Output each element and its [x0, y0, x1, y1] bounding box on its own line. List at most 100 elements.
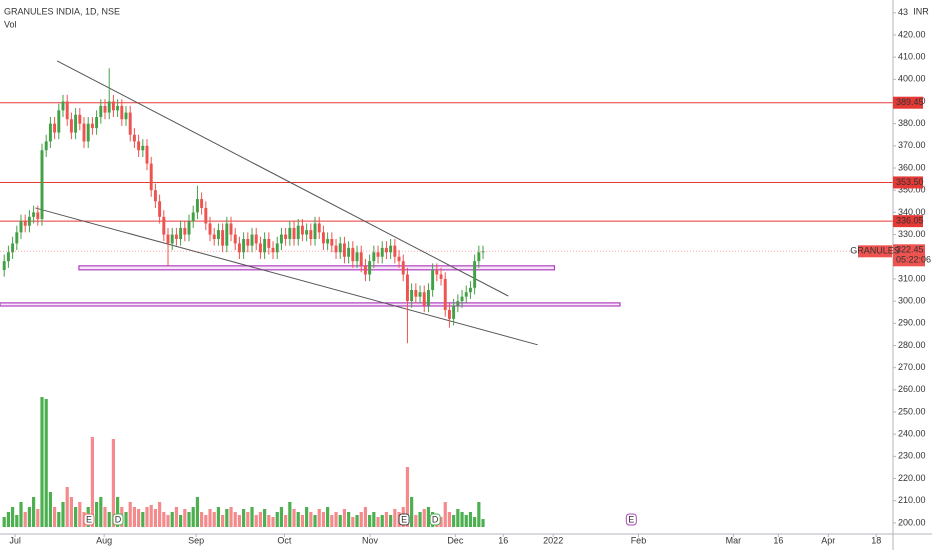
volume-bar	[166, 515, 170, 527]
volume-bar	[389, 515, 393, 527]
x-tick-label: Mar	[726, 535, 742, 545]
y-tick-label: 260.00	[898, 384, 926, 394]
candle-body	[195, 199, 199, 213]
volume-bar	[65, 487, 69, 527]
candle-body	[284, 234, 288, 240]
volume-bar	[267, 515, 271, 527]
candle-body	[179, 227, 183, 240]
volume-bar	[74, 507, 78, 527]
volume-bar	[284, 515, 288, 527]
candle-body	[120, 105, 124, 120]
y-tick-label: 360.00	[898, 162, 926, 172]
candle-body	[351, 247, 355, 262]
volume-bar	[174, 507, 179, 527]
volume-bar	[2, 517, 6, 527]
volume-bar	[426, 507, 431, 527]
candle-body	[292, 227, 296, 240]
y-tick-label: 200.00	[898, 517, 926, 527]
candle-body	[452, 305, 456, 319]
candle-body	[166, 234, 170, 244]
volume-bar	[321, 512, 326, 527]
volume-bar	[111, 439, 116, 527]
chart-title: GRANULES INDIA, 1D, NSE	[4, 6, 120, 16]
y-tick-label: 250.00	[898, 406, 926, 416]
volume-bar	[271, 517, 275, 527]
candle-body	[473, 261, 477, 288]
candle-body	[309, 230, 313, 240]
volume-bar	[368, 515, 372, 527]
volume-bar	[309, 512, 313, 527]
y-tick-label: 340.00	[898, 207, 926, 217]
candle-body	[464, 292, 468, 297]
candle-body	[296, 225, 300, 240]
y-tick-label: 290.00	[898, 318, 926, 328]
candle-body	[225, 223, 229, 246]
candle-body	[313, 223, 317, 240]
candle-body	[145, 145, 149, 164]
zone	[78, 265, 556, 271]
event-label: E	[401, 514, 407, 524]
candle-body	[86, 123, 90, 142]
volume-bar	[48, 492, 53, 527]
candle-body	[422, 292, 426, 306]
candle-body	[90, 123, 94, 129]
candle-body	[456, 301, 460, 306]
candle-body	[128, 112, 132, 135]
volume-bar	[464, 515, 468, 527]
candle-body	[275, 243, 279, 253]
price-label-box	[893, 96, 923, 109]
candle-body	[246, 239, 250, 246]
volume-bar	[61, 502, 65, 527]
volume-bar	[145, 507, 149, 527]
candle-body	[334, 245, 338, 253]
volume-bar	[292, 509, 296, 527]
candle-body	[410, 290, 414, 302]
candle-body	[74, 114, 78, 133]
volume-bar	[158, 502, 162, 527]
volume-bar	[200, 512, 204, 527]
volume-bar	[481, 519, 485, 527]
candle-body	[174, 234, 178, 240]
volume-bar	[372, 512, 376, 527]
candle-body	[439, 274, 443, 279]
volume-bar	[393, 509, 397, 527]
volume-bar	[317, 509, 321, 527]
candle-body	[216, 230, 220, 240]
volume-bar	[221, 515, 225, 527]
volume-bar	[376, 517, 380, 527]
volume-bar	[57, 512, 61, 527]
volume-bar	[137, 509, 141, 527]
candle-body	[401, 261, 405, 275]
volume-bar	[460, 512, 464, 527]
candle-body	[460, 296, 464, 302]
candle-body	[376, 252, 380, 257]
volume-bar	[447, 512, 452, 527]
volume-bar	[250, 507, 254, 527]
candle-body	[132, 134, 136, 142]
candle-body	[418, 292, 422, 297]
candle-body	[124, 112, 128, 120]
candle-body	[204, 207, 208, 224]
volume-bar	[23, 512, 27, 527]
candle-body	[250, 234, 254, 246]
x-tick-label: 2022	[543, 535, 563, 545]
candle-body	[19, 221, 23, 233]
candle-body	[368, 261, 372, 275]
candle-body	[191, 212, 195, 222]
candle-body	[426, 290, 430, 306]
volume-bar	[15, 515, 19, 527]
x-tick-label: Feb	[631, 535, 647, 545]
volume-bar	[208, 509, 212, 527]
event-label: D	[432, 514, 439, 524]
volume-bar	[90, 437, 95, 527]
event-marker	[83, 513, 95, 526]
candle-body	[11, 243, 15, 253]
price-label-box	[893, 176, 923, 189]
volume-bar	[288, 502, 292, 527]
volume-bar	[263, 509, 267, 527]
currency: INR	[913, 6, 929, 16]
y-tick-label: 330.00	[898, 229, 926, 239]
candle-body	[15, 232, 19, 244]
